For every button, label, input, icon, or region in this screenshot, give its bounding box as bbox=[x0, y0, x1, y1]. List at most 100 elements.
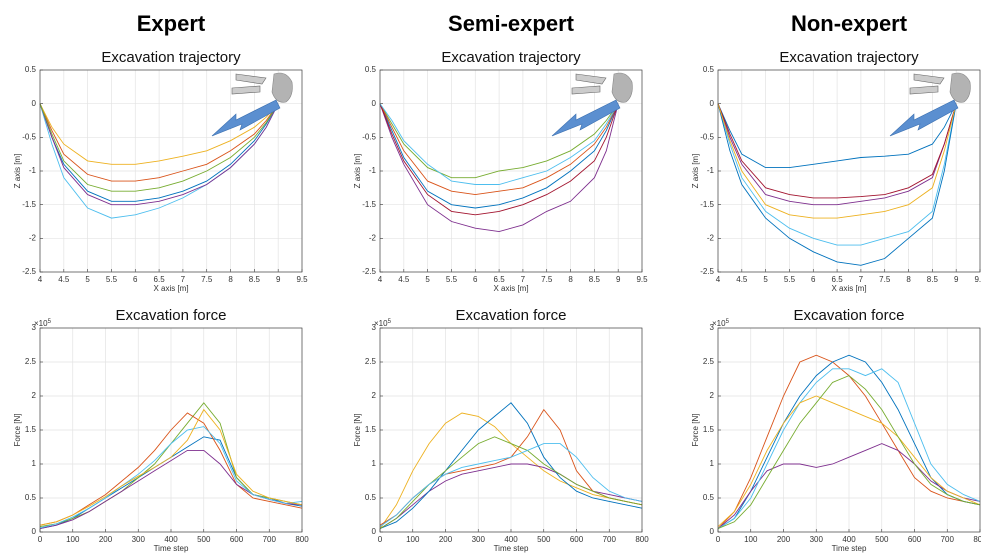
x-tick-label: 9 bbox=[276, 275, 281, 284]
x-tick-label: 700 bbox=[263, 535, 277, 544]
chart-title: Excavation trajectory bbox=[441, 49, 581, 66]
bucket bbox=[271, 72, 293, 103]
x-tick-label: 600 bbox=[908, 535, 922, 544]
x-tick-label: 600 bbox=[230, 535, 244, 544]
data-line bbox=[717, 103, 957, 246]
data-line bbox=[379, 103, 619, 179]
y-tick-label: -1 bbox=[369, 166, 377, 175]
chart-title: Excavation trajectory bbox=[101, 49, 241, 66]
y-tick-label: 0 bbox=[32, 527, 37, 536]
y-axis-label: Z axis [m] bbox=[353, 154, 362, 189]
data-line bbox=[717, 368, 981, 529]
x-tick-label: 4 bbox=[716, 275, 721, 284]
y-tick-label: 1.5 bbox=[25, 425, 37, 434]
data-line bbox=[379, 463, 643, 529]
data-line bbox=[39, 103, 279, 202]
x-tick-label: 7.5 bbox=[541, 275, 553, 284]
y-tick-label: 1.5 bbox=[365, 425, 377, 434]
y-tick-label: -2.5 bbox=[700, 267, 714, 276]
chart-title: Excavation force bbox=[116, 307, 227, 324]
y-tick-label: -2 bbox=[29, 233, 37, 242]
y-tick-label: -1.5 bbox=[362, 200, 376, 209]
data-line bbox=[379, 103, 619, 216]
x-tick-label: 8.5 bbox=[249, 275, 261, 284]
data-line bbox=[39, 412, 303, 526]
y-tick-label: 0 bbox=[32, 99, 37, 108]
data-line bbox=[379, 402, 643, 530]
y-tick-label: 0.5 bbox=[365, 493, 377, 502]
x-tick-label: 6.5 bbox=[154, 275, 166, 284]
y-tick-label: -0.5 bbox=[22, 132, 36, 141]
data-line bbox=[717, 103, 957, 219]
y-scale-base: ×10 bbox=[34, 319, 48, 328]
x-axis-label: X axis [m] bbox=[831, 284, 866, 293]
data-line bbox=[379, 103, 619, 233]
data-line bbox=[39, 426, 303, 529]
data-line bbox=[39, 103, 279, 165]
direction-arrow bbox=[211, 99, 281, 137]
x-tick-label: 5.5 bbox=[784, 275, 796, 284]
x-tick-label: 0 bbox=[716, 535, 721, 544]
y-tick-label: 0 bbox=[710, 527, 715, 536]
column-heading: Expert bbox=[137, 11, 206, 36]
axes-box bbox=[379, 327, 643, 533]
x-tick-label: 9 bbox=[616, 275, 621, 284]
y-axis-label: Z axis [m] bbox=[13, 154, 22, 189]
y-tick-label: 3 bbox=[710, 323, 715, 332]
x-tick-label: 6 bbox=[473, 275, 478, 284]
arm bbox=[231, 73, 267, 95]
y-scale-exponent: 5 bbox=[48, 319, 52, 325]
y-tick-label: -0.5 bbox=[700, 132, 714, 141]
x-tick-label: 800 bbox=[973, 535, 981, 544]
x-tick-label: 600 bbox=[570, 535, 584, 544]
bucket bbox=[611, 72, 633, 103]
x-tick-label: 9.5 bbox=[636, 275, 648, 284]
y-tick-label: -1 bbox=[707, 166, 715, 175]
y-tick-label: 3 bbox=[32, 323, 37, 332]
y-tick-label: 1 bbox=[372, 459, 377, 468]
x-tick-label: 4.5 bbox=[736, 275, 748, 284]
y-tick-label: 0.5 bbox=[25, 65, 37, 74]
direction-arrow bbox=[889, 99, 959, 137]
axes-box bbox=[39, 327, 303, 533]
x-tick-label: 9 bbox=[954, 275, 959, 284]
x-tick-label: 7.5 bbox=[879, 275, 891, 284]
data-line bbox=[39, 103, 279, 192]
x-axis-label: X axis [m] bbox=[153, 284, 188, 293]
axes-box bbox=[717, 327, 981, 533]
x-tick-label: 200 bbox=[439, 535, 453, 544]
y-tick-label: -2 bbox=[369, 233, 377, 242]
x-tick-label: 300 bbox=[132, 535, 146, 544]
y-axis-label: Force [N] bbox=[691, 414, 700, 447]
data-line bbox=[379, 103, 619, 196]
x-tick-label: 100 bbox=[66, 535, 80, 544]
axes-box bbox=[717, 69, 981, 273]
y-axis-label: Force [N] bbox=[13, 414, 22, 447]
data-line bbox=[717, 354, 981, 529]
y-tick-label: 1 bbox=[32, 459, 37, 468]
x-tick-label: 4 bbox=[378, 275, 383, 284]
y-tick-label: -1.5 bbox=[22, 200, 36, 209]
x-tick-label: 800 bbox=[635, 535, 649, 544]
data-line bbox=[379, 436, 643, 529]
column-heading: Non-expert bbox=[791, 11, 908, 36]
x-tick-label: 4.5 bbox=[398, 275, 410, 284]
y-tick-label: 0 bbox=[372, 99, 377, 108]
excavator-icon bbox=[211, 72, 293, 137]
x-tick-label: 7 bbox=[521, 275, 526, 284]
data-line bbox=[717, 103, 957, 206]
x-tick-label: 9.5 bbox=[974, 275, 981, 284]
data-line bbox=[39, 103, 279, 206]
x-axis-label: Time step bbox=[154, 544, 189, 553]
y-tick-label: 0 bbox=[372, 527, 377, 536]
y-scale-exponent: 5 bbox=[388, 319, 392, 325]
x-axis-label: Time step bbox=[832, 544, 867, 553]
chart-title: Excavation trajectory bbox=[779, 49, 919, 66]
x-tick-label: 7.5 bbox=[201, 275, 213, 284]
data-line bbox=[717, 103, 957, 169]
arm bbox=[909, 73, 945, 95]
y-tick-label: 2.5 bbox=[703, 357, 715, 366]
x-tick-label: 0 bbox=[38, 535, 43, 544]
